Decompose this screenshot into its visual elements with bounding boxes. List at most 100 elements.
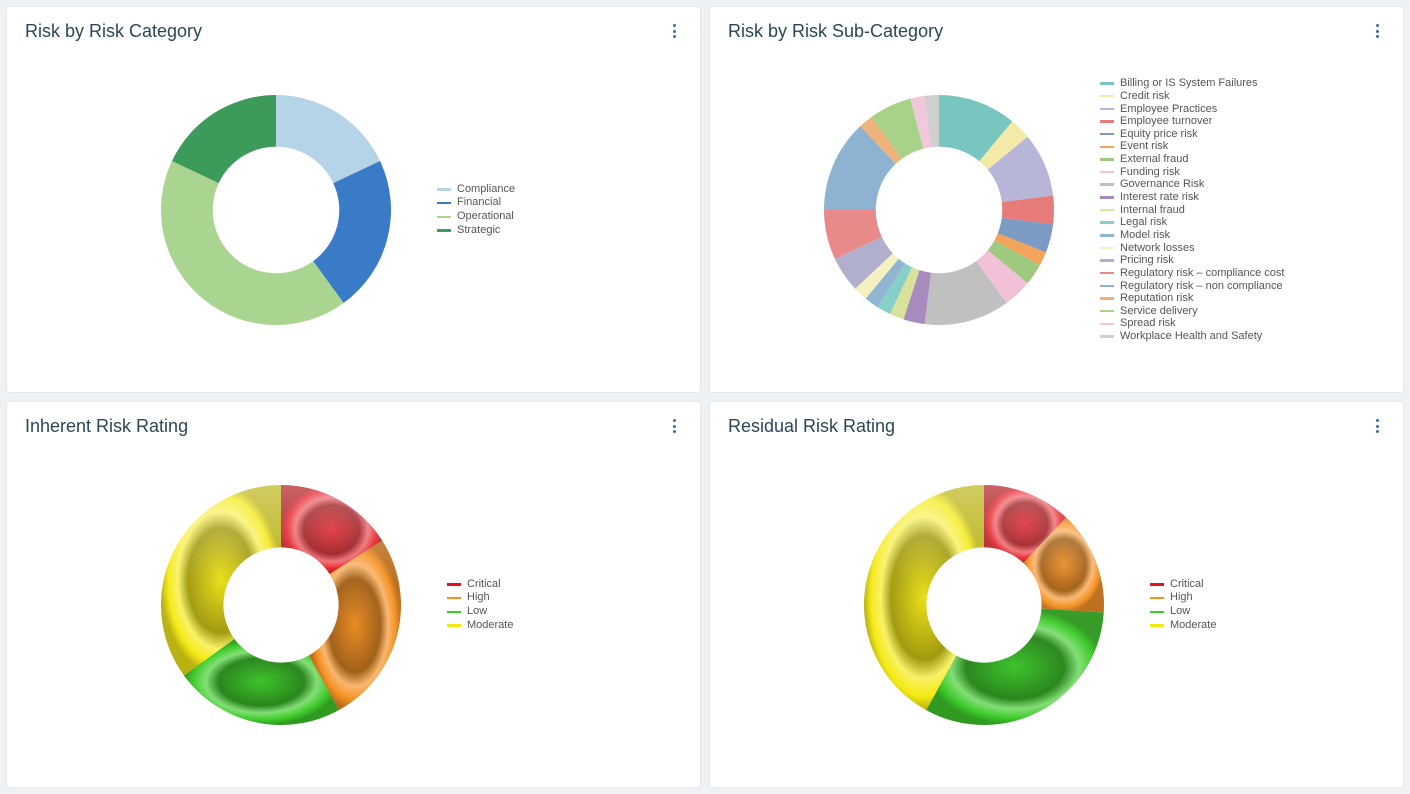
legend-item[interactable]: Critical xyxy=(1150,578,1216,592)
legend-item[interactable]: Regulatory risk – compliance cost xyxy=(1100,267,1284,280)
legend-swatch xyxy=(1100,171,1114,174)
legend-item[interactable]: Interest rate risk xyxy=(1100,191,1284,204)
legend-swatch xyxy=(447,583,461,586)
kebab-menu-icon[interactable] xyxy=(666,21,682,41)
legend-item[interactable]: Model risk xyxy=(1100,229,1284,242)
legend-swatch xyxy=(1100,335,1114,338)
legend-item[interactable]: Pricing risk xyxy=(1100,254,1284,267)
card-body: CriticalHighLowModerate xyxy=(25,437,682,773)
legend-item[interactable]: Equity price risk xyxy=(1100,128,1284,141)
card-inherent-risk: Inherent Risk Rating CriticalHighLowMode… xyxy=(6,401,701,788)
legend-item[interactable]: Governance Risk xyxy=(1100,178,1284,191)
legend-swatch xyxy=(1150,583,1164,586)
card-header: Residual Risk Rating xyxy=(728,416,1385,437)
legend-risk-subcategory: Billing or IS System FailuresCredit risk… xyxy=(1100,77,1284,342)
legend-label: Event risk xyxy=(1120,140,1168,153)
card-header: Risk by Risk Category xyxy=(25,21,682,42)
legend-label: Moderate xyxy=(1170,619,1216,633)
legend-swatch xyxy=(1100,108,1114,111)
legend-item[interactable]: Billing or IS System Failures xyxy=(1100,77,1284,90)
legend-swatch xyxy=(447,624,461,627)
legend-item[interactable]: Event risk xyxy=(1100,140,1284,153)
legend-swatch xyxy=(1100,95,1114,98)
legend-item[interactable]: Low xyxy=(447,605,513,619)
legend-label: Reputation risk xyxy=(1120,292,1193,305)
legend-item[interactable]: Legal risk xyxy=(1100,216,1284,229)
legend-swatch xyxy=(1100,285,1114,288)
donut-chart-inherent[interactable] xyxy=(155,479,407,731)
legend-item[interactable]: Employee turnover xyxy=(1100,115,1284,128)
legend-label: Credit risk xyxy=(1120,90,1170,103)
legend-swatch xyxy=(1100,183,1114,186)
legend-swatch xyxy=(1100,259,1114,262)
legend-swatch xyxy=(1100,209,1114,212)
legend-label: Low xyxy=(1170,605,1190,619)
legend-swatch xyxy=(437,229,451,232)
legend-item[interactable]: Low xyxy=(1150,605,1216,619)
legend-swatch xyxy=(1100,272,1114,275)
legend-item[interactable]: Strategic xyxy=(437,224,515,238)
donut-chart-risk-category[interactable] xyxy=(155,89,397,331)
legend-item[interactable]: Moderate xyxy=(1150,619,1216,633)
legend-swatch xyxy=(1100,221,1114,224)
legend-item[interactable]: Employee Practices xyxy=(1100,103,1284,116)
legend-item[interactable]: Operational xyxy=(437,210,515,224)
legend-item[interactable]: Internal fraud xyxy=(1100,204,1284,217)
legend-swatch xyxy=(1100,82,1114,85)
legend-item[interactable]: Network losses xyxy=(1100,242,1284,255)
legend-item[interactable]: Reputation risk xyxy=(1100,292,1284,305)
legend-swatch xyxy=(437,202,451,205)
kebab-menu-icon[interactable] xyxy=(666,416,682,436)
legend-item[interactable]: High xyxy=(1150,591,1216,605)
legend-label: Network losses xyxy=(1120,242,1195,255)
legend-item[interactable]: Moderate xyxy=(447,619,513,633)
legend-item[interactable]: Workplace Health and Safety xyxy=(1100,330,1284,343)
legend-item[interactable]: Regulatory risk – non compliance xyxy=(1100,280,1284,293)
kebab-menu-icon[interactable] xyxy=(1369,21,1385,41)
legend-item[interactable]: Credit risk xyxy=(1100,90,1284,103)
legend-item[interactable]: Compliance xyxy=(437,183,515,197)
legend-item[interactable]: External fraud xyxy=(1100,153,1284,166)
legend-item[interactable]: Spread risk xyxy=(1100,317,1284,330)
card-body: ComplianceFinancialOperationalStrategic xyxy=(25,42,682,378)
legend-label: Service delivery xyxy=(1120,305,1198,318)
legend-item[interactable]: High xyxy=(447,591,513,605)
legend-item[interactable]: Critical xyxy=(447,578,513,592)
kebab-menu-icon[interactable] xyxy=(1369,416,1385,436)
legend-item[interactable]: Funding risk xyxy=(1100,166,1284,179)
card-title: Risk by Risk Sub-Category xyxy=(728,21,943,42)
legend-swatch xyxy=(1100,120,1114,123)
donut-chart-residual[interactable] xyxy=(858,479,1110,731)
legend-swatch xyxy=(1150,611,1164,614)
donut-slice[interactable] xyxy=(161,161,344,325)
card-risk-subcategory: Risk by Risk Sub-Category Billing or IS … xyxy=(709,6,1404,393)
legend-risk-category: ComplianceFinancialOperationalStrategic xyxy=(437,183,515,238)
legend-label: Spread risk xyxy=(1120,317,1176,330)
legend-label: Model risk xyxy=(1120,229,1170,242)
legend-swatch xyxy=(437,216,451,219)
legend-label: Employee turnover xyxy=(1120,115,1212,128)
legend-label: Pricing risk xyxy=(1120,254,1174,267)
legend-label: External fraud xyxy=(1120,153,1188,166)
legend-swatch xyxy=(1100,323,1114,326)
legend-label: Financial xyxy=(457,196,501,210)
card-body: Billing or IS System FailuresCredit risk… xyxy=(728,42,1385,378)
legend-label: Critical xyxy=(1170,578,1204,592)
donut-chart-risk-subcategory[interactable] xyxy=(818,89,1060,331)
legend-item[interactable]: Service delivery xyxy=(1100,305,1284,318)
legend-residual: CriticalHighLowModerate xyxy=(1150,578,1216,633)
legend-swatch xyxy=(1100,133,1114,136)
card-header: Risk by Risk Sub-Category xyxy=(728,21,1385,42)
legend-swatch xyxy=(1100,247,1114,250)
legend-label: Billing or IS System Failures xyxy=(1120,77,1258,90)
legend-label: Workplace Health and Safety xyxy=(1120,330,1262,343)
card-residual-risk: Residual Risk Rating CriticalHighLowMode… xyxy=(709,401,1404,788)
legend-swatch xyxy=(1100,146,1114,149)
legend-label: Funding risk xyxy=(1120,166,1180,179)
legend-label: Low xyxy=(467,605,487,619)
card-title: Residual Risk Rating xyxy=(728,416,895,437)
legend-swatch xyxy=(437,188,451,191)
legend-label: Internal fraud xyxy=(1120,204,1185,217)
legend-label: Interest rate risk xyxy=(1120,191,1199,204)
legend-item[interactable]: Financial xyxy=(437,196,515,210)
